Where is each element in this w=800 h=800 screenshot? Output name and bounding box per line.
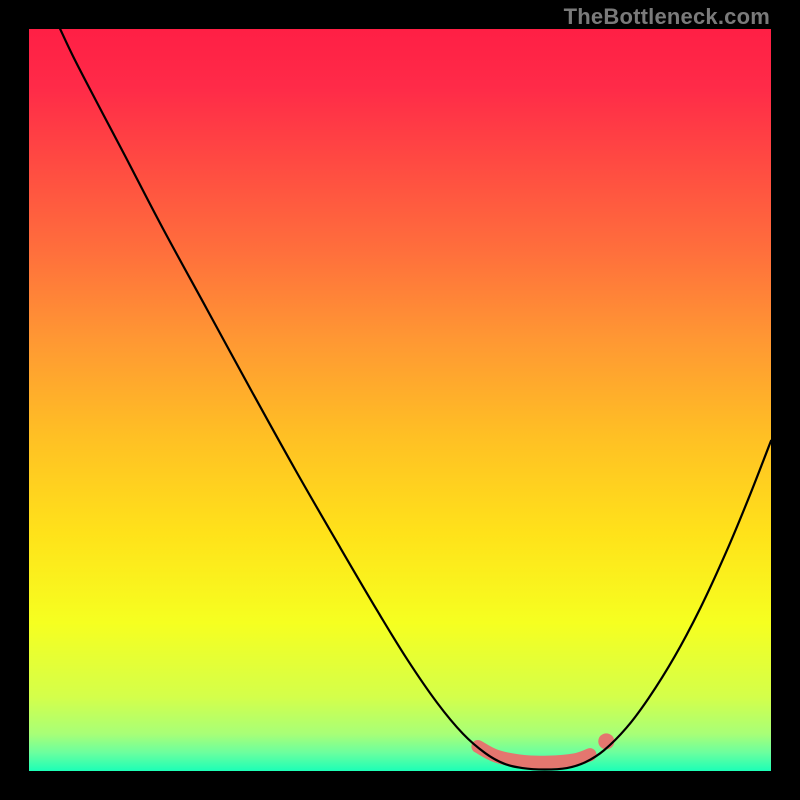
bottleneck-curve (60, 29, 771, 770)
watermark-text: TheBottleneck.com (564, 4, 770, 30)
plot-area (29, 29, 771, 771)
chart-frame: TheBottleneck.com (0, 0, 800, 800)
bottleneck-curve-layer (29, 29, 771, 771)
